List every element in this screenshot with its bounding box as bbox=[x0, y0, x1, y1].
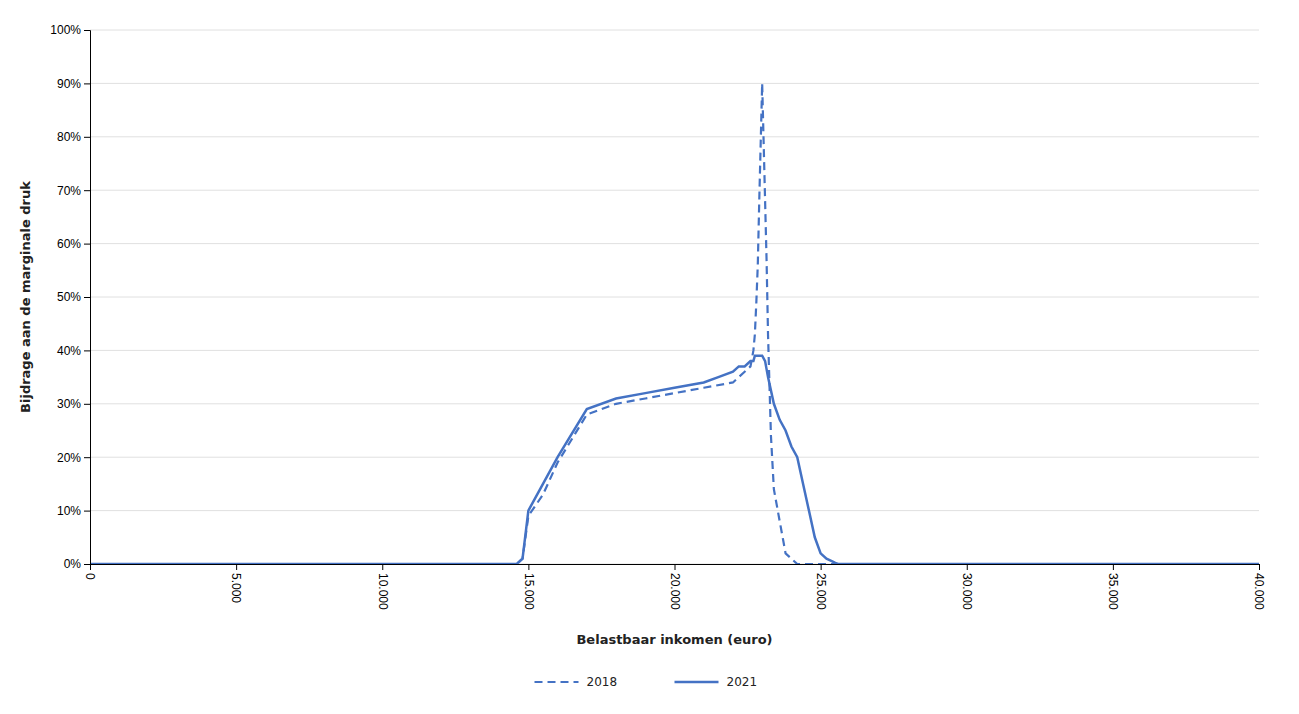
legend-label: 2021 bbox=[727, 675, 758, 689]
x-tick-mark bbox=[967, 564, 968, 570]
x-tick: 10.000 bbox=[376, 564, 390, 610]
x-tick-label: 10.000 bbox=[376, 573, 390, 610]
grid-line bbox=[90, 403, 1259, 404]
y-tick: 70% bbox=[57, 184, 90, 198]
legend-item: 2021 bbox=[675, 675, 758, 689]
chart: 0 5.000 10.000 15.000 20.000 25.000 30.000 35.0… bbox=[0, 0, 1299, 714]
grid-line bbox=[90, 510, 1259, 511]
x-axis-line bbox=[91, 565, 1260, 571]
x-tick-label: 30.000 bbox=[960, 573, 974, 610]
y-axis-title: Bijdrage aan de marginale druk bbox=[18, 181, 33, 413]
series-lines bbox=[90, 83, 1259, 564]
legend-swatch bbox=[535, 681, 579, 683]
y-tick: 10% bbox=[57, 504, 90, 518]
grid bbox=[90, 30, 1259, 564]
x-tick-label: 5.000 bbox=[229, 573, 243, 603]
y-tick: 60% bbox=[57, 237, 90, 251]
x-tick: 30.000 bbox=[960, 564, 974, 610]
y-tick: 20% bbox=[57, 451, 90, 465]
x-tick-mark bbox=[675, 564, 676, 570]
y-tick: 50% bbox=[57, 290, 90, 304]
grid-line bbox=[90, 190, 1259, 191]
x-tick: 20.000 bbox=[668, 564, 682, 610]
y-tick-label: 10% bbox=[57, 504, 81, 518]
y-tick-mark bbox=[84, 244, 90, 245]
x-tick: 40.000 bbox=[1252, 564, 1266, 610]
y-tick-label: 30% bbox=[57, 397, 81, 411]
y-tick-mark bbox=[84, 297, 90, 298]
x-tick-mark bbox=[236, 564, 237, 570]
y-tick-label: 60% bbox=[57, 237, 81, 251]
y-tick: 30% bbox=[57, 397, 90, 411]
x-tick: 0 bbox=[83, 564, 97, 580]
y-axis-line bbox=[84, 31, 91, 565]
y-axis: 0% 10% 20% 30% 40% 50% 60% 70% 80% 90% 100% bbox=[50, 23, 90, 571]
y-tick-label: 90% bbox=[57, 77, 81, 91]
y-tick-label: 70% bbox=[57, 184, 81, 198]
y-tick: 100% bbox=[50, 23, 90, 37]
x-tick-mark bbox=[1113, 564, 1114, 570]
y-tick: 80% bbox=[57, 130, 90, 144]
y-tick-mark bbox=[84, 511, 90, 512]
grid-line bbox=[90, 136, 1259, 137]
y-tick-mark bbox=[84, 457, 90, 458]
grid-line bbox=[90, 457, 1259, 458]
x-tick-label: 15.000 bbox=[522, 573, 536, 610]
y-tick-mark bbox=[84, 564, 90, 565]
legend: 2018 2021 bbox=[535, 675, 758, 689]
y-tick: 40% bbox=[57, 344, 90, 358]
x-tick-mark bbox=[382, 564, 383, 570]
y-tick-mark bbox=[84, 190, 90, 191]
x-tick: 15.000 bbox=[522, 564, 536, 610]
x-tick: 25.000 bbox=[814, 564, 828, 610]
x-tick-label: 0 bbox=[83, 573, 97, 580]
y-tick-mark bbox=[84, 404, 90, 405]
y-tick-label: 80% bbox=[57, 130, 81, 144]
series-line bbox=[90, 356, 1259, 564]
legend-swatch bbox=[675, 681, 719, 684]
y-tick-label: 50% bbox=[57, 290, 81, 304]
x-tick-mark bbox=[1259, 564, 1260, 570]
y-tick-mark bbox=[84, 83, 90, 84]
y-tick-mark bbox=[84, 350, 90, 351]
series-line bbox=[90, 83, 1259, 564]
x-tick: 35.000 bbox=[1106, 564, 1120, 610]
y-tick-mark bbox=[84, 30, 90, 31]
grid-line bbox=[90, 30, 1259, 31]
grid-line bbox=[90, 243, 1259, 244]
legend-label: 2018 bbox=[587, 675, 618, 689]
plot-area: 0 5.000 10.000 15.000 20.000 25.000 30.000 35.0… bbox=[18, 23, 1266, 647]
grid-line bbox=[90, 297, 1259, 298]
x-axis: 0 5.000 10.000 15.000 20.000 25.000 30.000 35.0… bbox=[83, 564, 1266, 610]
x-tick: 5.000 bbox=[229, 564, 243, 603]
x-tick-label: 20.000 bbox=[668, 573, 682, 610]
grid-line bbox=[90, 350, 1259, 351]
x-axis-title: Belastbaar inkomen (euro) bbox=[576, 632, 772, 647]
y-tick-label: 20% bbox=[57, 451, 81, 465]
legend-item: 2018 bbox=[535, 675, 618, 689]
y-tick-mark bbox=[84, 137, 90, 138]
x-tick-label: 35.000 bbox=[1106, 573, 1120, 610]
y-tick: 0% bbox=[64, 557, 90, 571]
grid-line bbox=[90, 83, 1259, 84]
x-tick-label: 25.000 bbox=[814, 573, 828, 610]
y-tick-label: 0% bbox=[64, 557, 82, 571]
x-tick-mark bbox=[528, 564, 529, 570]
y-tick: 90% bbox=[57, 77, 90, 91]
y-tick-label: 40% bbox=[57, 344, 81, 358]
x-tick-mark bbox=[821, 564, 822, 570]
x-tick-label: 40.000 bbox=[1252, 573, 1266, 610]
y-tick-label: 100% bbox=[50, 23, 81, 37]
